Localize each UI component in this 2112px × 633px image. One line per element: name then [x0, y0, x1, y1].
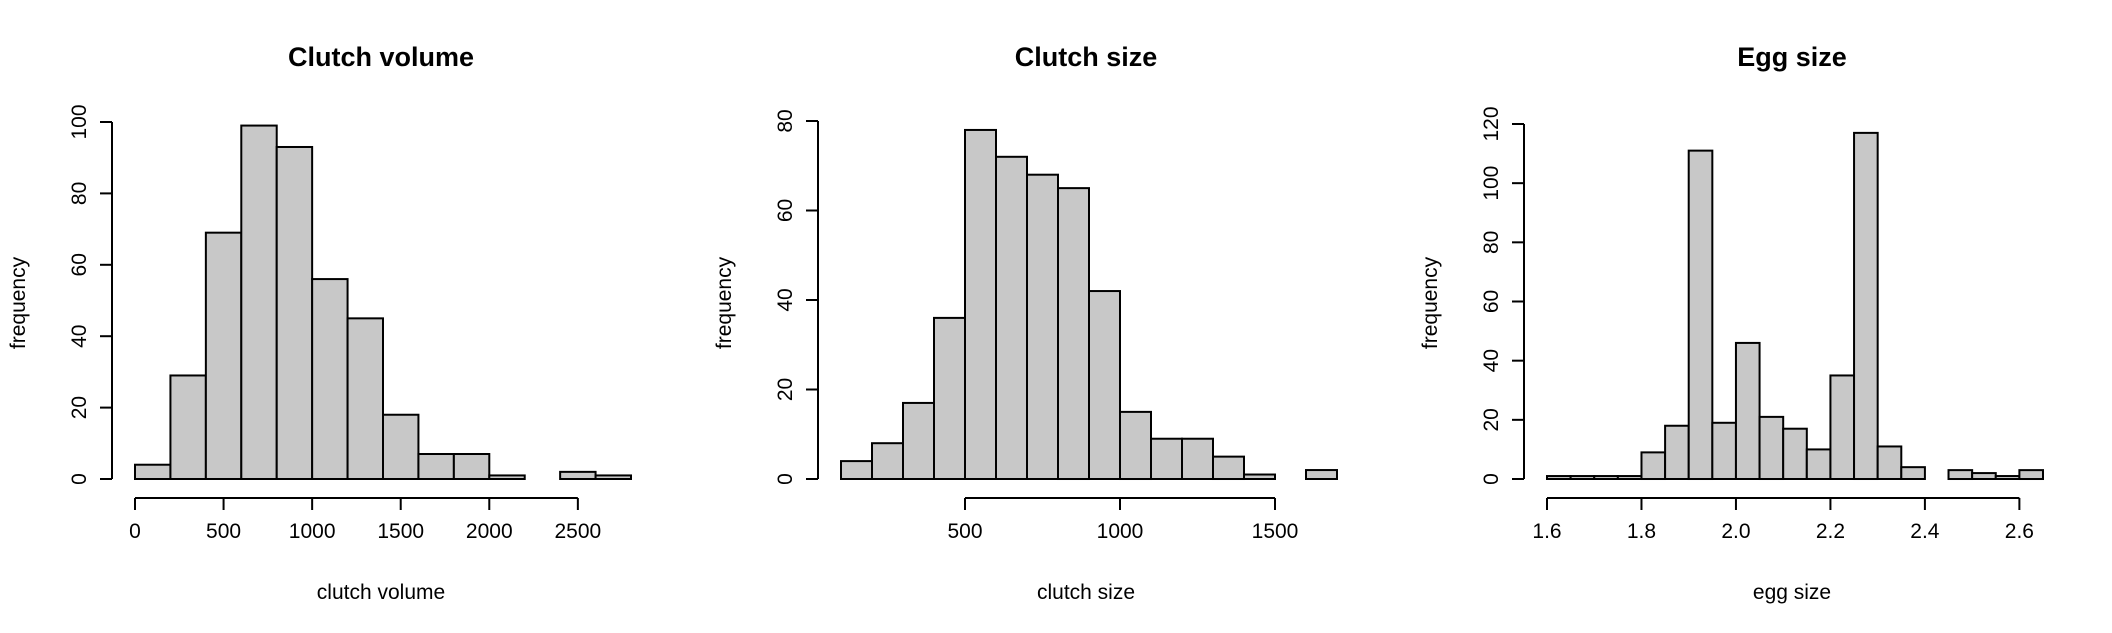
- y-axis-label-clutch-volume: frequency: [7, 256, 30, 349]
- x-tick-label-egg-size-4: 2.4: [1910, 520, 1940, 543]
- x-tick-label-egg-size-3: 2.2: [1816, 520, 1845, 543]
- y-tick-label-clutch-volume-5: 100: [68, 104, 91, 139]
- y-axis-label-egg-size: frequency: [1419, 256, 1442, 349]
- histogram-bar-egg-size-18: [1971, 472, 1997, 480]
- histogram-bar-clutch-size-15: [1305, 469, 1338, 480]
- y-tick-label-clutch-size-4: 80: [774, 109, 797, 132]
- histogram-bar-egg-size-19: [1994, 475, 2021, 481]
- x-axis-label-clutch-volume: clutch volume: [317, 581, 445, 604]
- histogram-bar-clutch-size-1: [871, 442, 904, 481]
- histogram-bar-egg-size-20: [2018, 469, 2045, 481]
- histogram-bar-clutch-volume-0: [134, 463, 172, 481]
- x-tick-label-egg-size-5: 2.6: [2005, 520, 2034, 543]
- y-axis-label-clutch-size: frequency: [713, 256, 736, 349]
- histogram-bar-egg-size-5: [1664, 424, 1690, 480]
- y-tick-label-clutch-size-3: 60: [774, 199, 797, 222]
- histogram-bar-egg-size-4: [1640, 451, 1667, 481]
- y-tick-label-egg-size-5: 100: [1480, 166, 1503, 201]
- y-tick-label-egg-size-6: 120: [1480, 106, 1503, 141]
- y-tick-label-egg-size-1: 20: [1480, 408, 1503, 431]
- x-tick-label-clutch-size-0: 500: [947, 520, 982, 543]
- x-tick-label-egg-size-2: 2.0: [1721, 520, 1750, 543]
- y-tick-label-egg-size-0: 0: [1480, 473, 1503, 485]
- histogram-bar-clutch-volume-5: [311, 278, 349, 480]
- histogram-bar-clutch-volume-4: [275, 145, 314, 481]
- histogram-bar-clutch-size-11: [1181, 437, 1214, 481]
- histogram-bar-egg-size-13: [1853, 131, 1879, 481]
- x-tick-label-egg-size-1: 1.8: [1627, 520, 1656, 543]
- histogram-bar-clutch-size-0: [840, 460, 873, 481]
- histogram-bar-egg-size-2: [1593, 475, 1619, 481]
- histogram-bar-egg-size-17: [1947, 469, 1974, 481]
- histogram-bar-clutch-volume-12: [559, 470, 597, 480]
- chart-panel-clutch-volume: Clutch volume clutch volume frequency 0 5…: [7, 42, 633, 604]
- chart-title-clutch-volume: Clutch volume: [288, 42, 474, 72]
- y-tick-label-clutch-size-2: 40: [774, 288, 797, 311]
- y-tick-label-clutch-volume-2: 40: [68, 325, 91, 348]
- histogram-bar-clutch-size-5: [995, 155, 1028, 481]
- y-tick-label-clutch-size-0: 0: [774, 473, 797, 485]
- histogram-bar-egg-size-1: [1569, 475, 1596, 481]
- histogram-bar-clutch-size-6: [1026, 173, 1059, 480]
- histogram-bar-clutch-volume-3: [240, 124, 278, 480]
- histogram-bar-clutch-size-2: [902, 401, 935, 480]
- y-tick-label-clutch-volume-1: 20: [68, 396, 91, 419]
- histogram-bar-clutch-volume-1: [169, 374, 207, 480]
- x-tick-label-egg-size-0: 1.6: [1532, 520, 1561, 543]
- histogram-bar-egg-size-3: [1616, 475, 1643, 481]
- histogram-bar-clutch-volume-6: [346, 317, 385, 480]
- histogram-bar-clutch-size-8: [1088, 290, 1121, 480]
- histogram-bar-clutch-volume-8: [417, 453, 455, 481]
- x-tick-label-clutch-volume-1: 500: [206, 520, 241, 543]
- x-tick-label-clutch-volume-0: 0: [129, 520, 141, 543]
- histogram-bar-egg-size-14: [1876, 445, 1903, 480]
- histogram-bar-clutch-volume-2: [204, 231, 243, 480]
- x-axis-label-clutch-size: clutch size: [1037, 581, 1135, 604]
- histogram-bar-clutch-volume-9: [452, 453, 491, 481]
- chart-title-clutch-size: Clutch size: [1015, 42, 1158, 72]
- chart-panel-egg-size: Egg size egg size frequency 1.6 1.8 2.0 2.2…: [1419, 42, 2045, 604]
- histogram-bar-clutch-size-10: [1150, 437, 1183, 481]
- histogram-bar-egg-size-10: [1782, 427, 1808, 480]
- histogram-bar-clutch-size-12: [1212, 455, 1245, 481]
- histogram-bar-clutch-size-7: [1057, 187, 1090, 481]
- y-tick-label-clutch-size-1: 20: [774, 378, 797, 401]
- x-tick-label-clutch-volume-2: 1000: [289, 520, 336, 543]
- chart-panel-clutch-size: Clutch size clutch size frequency 500 100…: [713, 42, 1338, 604]
- x-tick-label-clutch-volume-5: 2500: [554, 520, 601, 543]
- x-axis-label-egg-size: egg size: [1753, 581, 1831, 604]
- histogram-bar-egg-size-8: [1734, 341, 1761, 481]
- y-tick-label-clutch-volume-0: 0: [68, 473, 91, 485]
- histogram-bar-egg-size-12: [1829, 374, 1856, 480]
- x-tick-label-clutch-size-1: 1000: [1097, 520, 1144, 543]
- y-tick-label-egg-size-3: 60: [1480, 290, 1503, 313]
- y-tick-label-clutch-volume-3: 60: [68, 253, 91, 276]
- histogram-bar-egg-size-6: [1687, 149, 1714, 481]
- histogram-bar-egg-size-15: [1900, 466, 1926, 481]
- x-tick-label-clutch-size-2: 1500: [1252, 520, 1299, 543]
- histogram-bar-clutch-volume-10: [488, 474, 526, 480]
- chart-title-egg-size: Egg size: [1737, 42, 1847, 72]
- histogram-bar-clutch-size-3: [933, 316, 966, 480]
- histogram-bar-egg-size-0: [1546, 475, 1572, 481]
- histogram-bar-clutch-size-4: [964, 128, 997, 480]
- histogram-bar-clutch-size-9: [1119, 410, 1152, 481]
- histogram-bar-egg-size-11: [1805, 448, 1832, 481]
- histogram-bar-clutch-volume-7: [382, 413, 420, 480]
- x-tick-label-clutch-volume-4: 2000: [466, 520, 513, 543]
- y-tick-label-clutch-volume-4: 80: [68, 182, 91, 205]
- histogram-bar-clutch-volume-13: [594, 474, 633, 480]
- histogram-bar-egg-size-9: [1758, 415, 1785, 481]
- x-tick-label-clutch-volume-3: 1500: [377, 520, 424, 543]
- y-tick-label-egg-size-2: 40: [1480, 349, 1503, 372]
- y-tick-label-egg-size-4: 80: [1480, 231, 1503, 254]
- histogram-bar-egg-size-7: [1711, 421, 1737, 481]
- histogram-bar-clutch-size-13: [1243, 473, 1276, 480]
